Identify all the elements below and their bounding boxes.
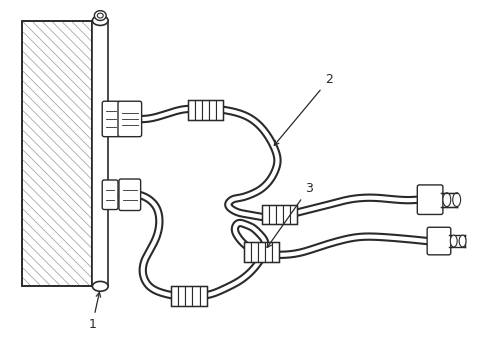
Bar bbox=[22, 21, 93, 286]
Ellipse shape bbox=[98, 13, 103, 18]
Bar bbox=[216, 100, 223, 120]
Ellipse shape bbox=[450, 235, 457, 247]
Bar bbox=[276, 204, 283, 224]
Bar bbox=[244, 242, 251, 262]
Ellipse shape bbox=[95, 11, 106, 21]
Bar bbox=[185, 286, 193, 306]
Ellipse shape bbox=[459, 235, 466, 247]
Bar bbox=[272, 242, 279, 262]
FancyBboxPatch shape bbox=[102, 180, 118, 210]
Text: 3: 3 bbox=[267, 182, 313, 247]
Bar bbox=[244, 242, 279, 262]
FancyBboxPatch shape bbox=[102, 101, 120, 137]
FancyBboxPatch shape bbox=[417, 185, 443, 215]
Bar bbox=[258, 242, 265, 262]
Bar bbox=[188, 100, 223, 120]
Bar bbox=[188, 100, 195, 120]
FancyBboxPatch shape bbox=[427, 227, 451, 255]
Ellipse shape bbox=[93, 15, 108, 26]
Bar bbox=[269, 204, 276, 224]
Bar bbox=[178, 286, 185, 306]
Bar bbox=[290, 204, 297, 224]
Bar bbox=[265, 242, 272, 262]
FancyBboxPatch shape bbox=[119, 179, 141, 211]
Text: 2: 2 bbox=[274, 73, 333, 145]
Bar bbox=[262, 204, 269, 224]
Text: 1: 1 bbox=[89, 292, 100, 331]
Bar bbox=[262, 204, 297, 224]
FancyBboxPatch shape bbox=[118, 101, 142, 137]
Ellipse shape bbox=[93, 282, 108, 291]
Bar bbox=[171, 286, 207, 306]
Bar bbox=[195, 100, 202, 120]
Bar bbox=[209, 100, 216, 120]
Bar bbox=[199, 286, 207, 306]
Ellipse shape bbox=[443, 193, 451, 207]
Ellipse shape bbox=[453, 193, 461, 207]
Bar bbox=[171, 286, 178, 306]
Bar bbox=[93, 21, 108, 286]
Bar bbox=[22, 21, 93, 286]
Bar bbox=[193, 286, 199, 306]
Bar bbox=[283, 204, 290, 224]
Bar bbox=[251, 242, 258, 262]
Bar bbox=[202, 100, 209, 120]
